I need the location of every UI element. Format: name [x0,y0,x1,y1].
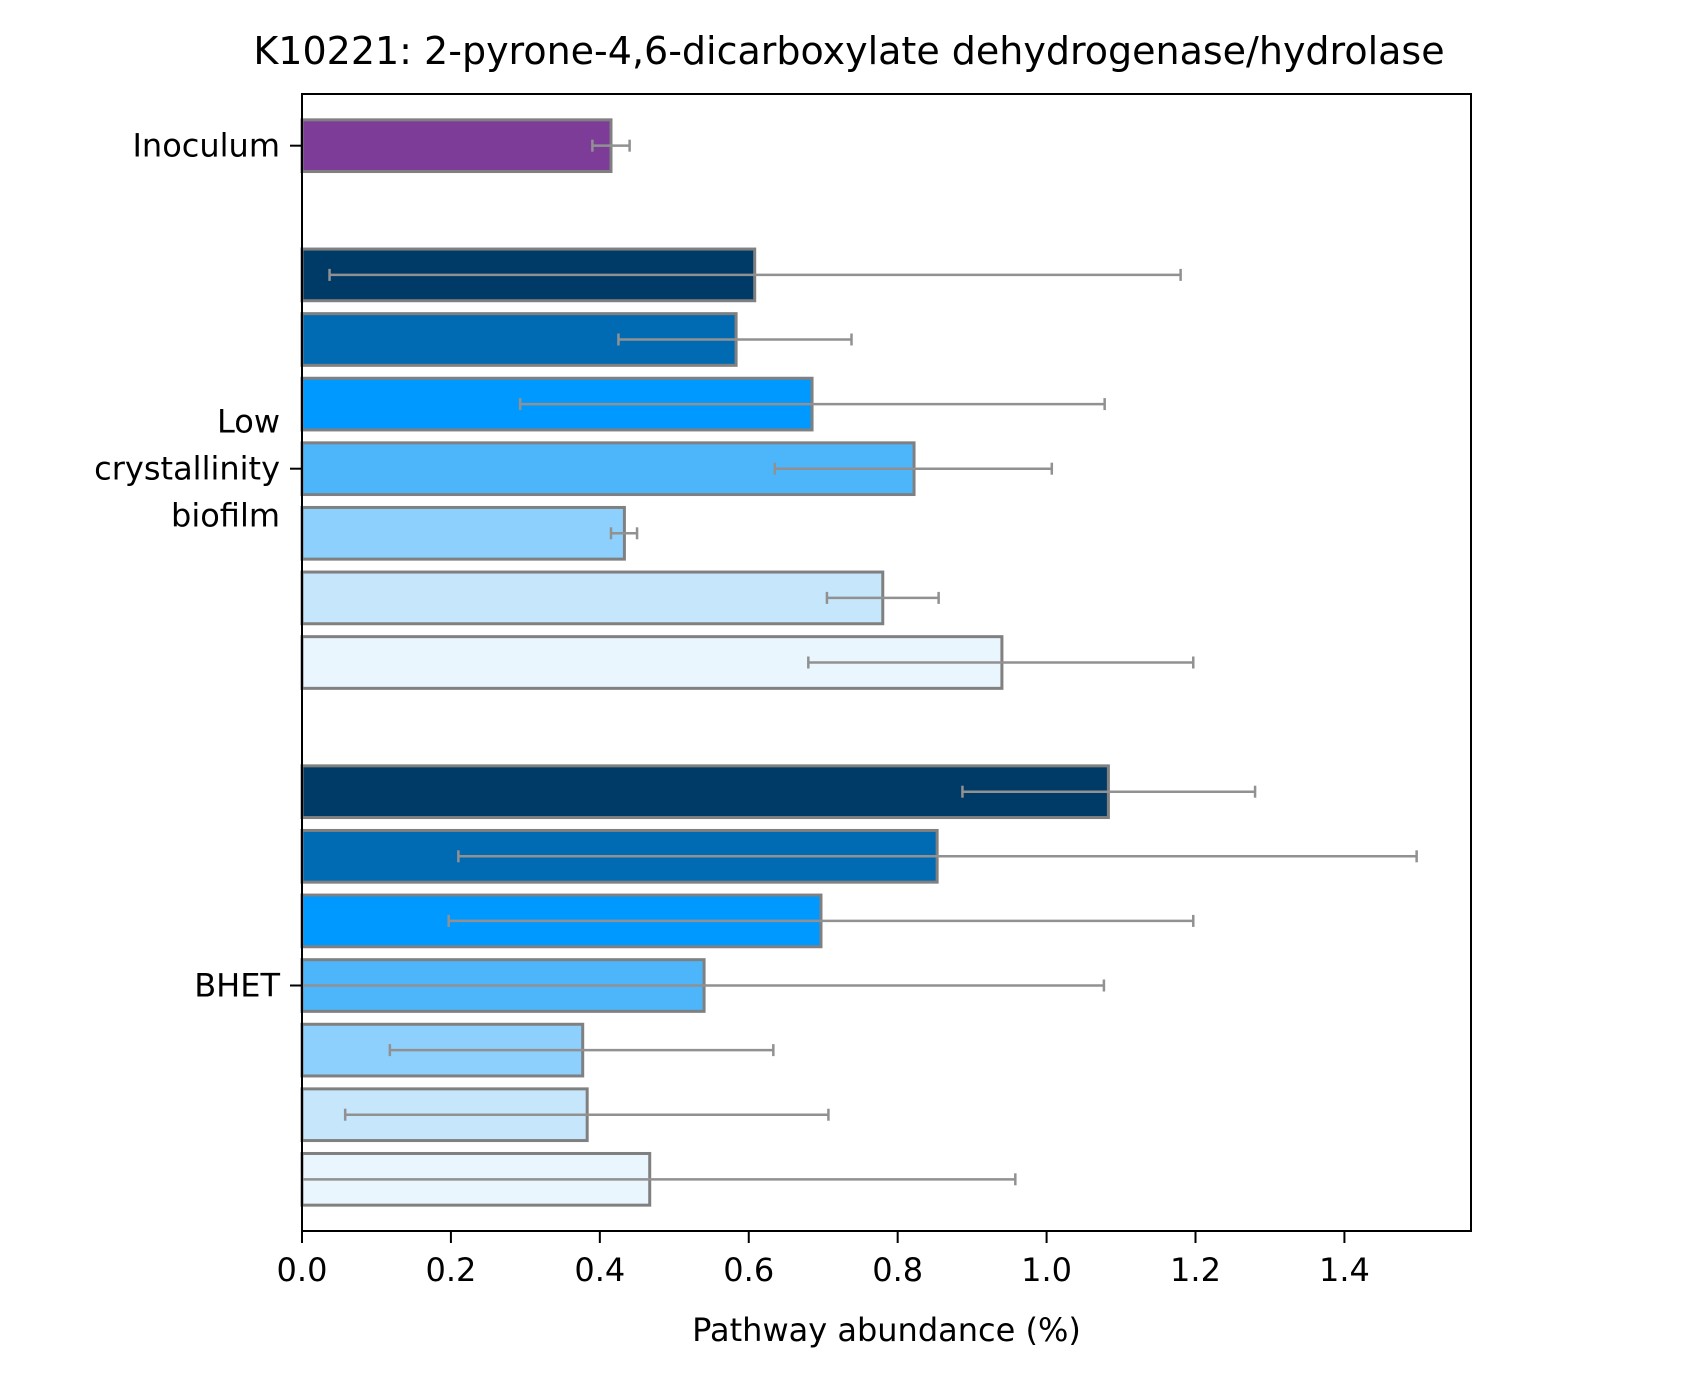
plot-frame [301,93,1472,1232]
x-axis-ticks: 0.0 0.2 0.4 0.6 0.8 1.0 1.2 1.4 [277,1231,1370,1289]
x-tick-label: 0.6 [723,1251,774,1289]
error-bars-layer [300,139,1418,1186]
error-bar-low-crystallinity-biofilm-5 [609,527,639,540]
error-bar-low-crystallinity-biofilm-2 [617,333,853,346]
error-bar-low-crystallinity-biofilm-1 [328,268,1182,281]
y-axis-ticks: Inoculum Low crystallinity biofilm BHET [94,127,302,1005]
error-bar-bhet-2 [457,850,1418,863]
error-bar-inoculum-1 [591,139,631,152]
error-bar-low-crystallinity-biofilm-6 [825,591,940,604]
error-bar-bhet-5 [388,1044,775,1057]
y-tick-label: Inoculum [132,127,280,165]
y-tick-label: Low crystallinity biofilm [94,403,280,535]
x-tick-label: 0.0 [277,1251,328,1289]
x-tick-label: 0.2 [425,1251,476,1289]
bar-low-crystallinity-biofilm-5 [300,505,626,561]
error-bar-low-crystallinity-biofilm-3 [518,398,1106,411]
x-tick-label: 0.4 [574,1251,625,1289]
error-bar-low-crystallinity-biofilm-7 [807,656,1195,669]
chart-title: K10221: 2-pyrone-4,6-dicarboxylate dehyd… [253,29,1444,73]
bar-inoculum-1 [300,118,613,174]
y-tick-label: BHET [194,967,280,1005]
x-axis-label: Pathway abundance (%) [692,1311,1081,1349]
x-tick-label: 1.4 [1319,1251,1370,1289]
error-bar-low-crystallinity-biofilm-4 [773,462,1054,475]
bar-low-crystallinity-biofilm-6 [300,570,885,626]
error-bar-bhet-3 [447,914,1195,927]
error-bar-bhet-6 [343,1108,830,1121]
error-bar-bhet-1 [961,785,1257,798]
x-tick-label: 1.0 [1021,1251,1072,1289]
x-tick-label: 0.8 [872,1251,923,1289]
x-tick-label: 1.2 [1170,1251,1221,1289]
